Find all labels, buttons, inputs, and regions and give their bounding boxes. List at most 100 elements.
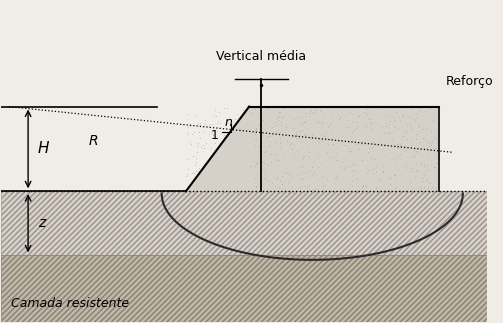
- Point: [273, 177, 281, 182]
- Point: [410, 148, 418, 153]
- Point: [340, 165, 348, 170]
- Point: [311, 105, 319, 110]
- Point: [252, 128, 260, 133]
- Point: [418, 176, 427, 181]
- Point: [294, 115, 302, 120]
- Point: [393, 154, 401, 159]
- Point: [195, 130, 203, 135]
- Point: [413, 168, 422, 173]
- Point: [424, 168, 432, 173]
- Point: [361, 182, 369, 187]
- Point: [413, 116, 421, 121]
- Point: [189, 154, 197, 159]
- Point: [412, 149, 420, 154]
- Point: [251, 176, 259, 181]
- Point: [332, 157, 340, 162]
- Point: [394, 141, 402, 147]
- Point: [383, 130, 391, 135]
- Point: [207, 145, 215, 150]
- Point: [411, 153, 419, 158]
- Point: [363, 107, 371, 112]
- Point: [255, 121, 263, 126]
- Point: [433, 145, 441, 151]
- Point: [286, 141, 294, 146]
- Point: [418, 175, 426, 180]
- Point: [386, 119, 394, 124]
- Point: [432, 137, 440, 142]
- Point: [186, 139, 194, 144]
- Point: [220, 135, 228, 140]
- Point: [275, 110, 283, 115]
- Point: [326, 156, 334, 161]
- Point: [372, 169, 380, 174]
- Point: [358, 185, 366, 190]
- Point: [427, 104, 435, 109]
- Point: [336, 164, 344, 170]
- Point: [207, 155, 215, 160]
- Point: [269, 180, 277, 185]
- Point: [343, 124, 351, 130]
- Point: [209, 133, 217, 138]
- Point: [202, 140, 210, 145]
- Point: [196, 135, 204, 141]
- Point: [303, 184, 311, 190]
- Point: [352, 126, 360, 131]
- Point: [305, 113, 313, 119]
- Point: [324, 142, 332, 147]
- Point: [403, 104, 411, 109]
- Point: [314, 176, 322, 182]
- Point: [348, 179, 356, 184]
- Point: [398, 146, 406, 151]
- Point: [264, 134, 272, 139]
- Point: [391, 172, 399, 177]
- Point: [323, 150, 331, 155]
- Point: [329, 134, 338, 140]
- Point: [262, 135, 270, 140]
- Point: [290, 142, 298, 147]
- Point: [417, 161, 425, 166]
- Point: [308, 164, 316, 169]
- Point: [372, 184, 380, 190]
- Point: [313, 136, 321, 141]
- Point: [306, 134, 314, 139]
- Point: [293, 148, 301, 153]
- Point: [189, 153, 197, 159]
- Point: [272, 115, 280, 120]
- Point: [286, 172, 294, 177]
- Point: [385, 131, 393, 136]
- Point: [400, 130, 408, 135]
- Point: [196, 120, 204, 126]
- Point: [419, 135, 427, 141]
- Point: [230, 117, 238, 122]
- Point: [296, 120, 304, 125]
- Point: [354, 123, 362, 129]
- Point: [308, 187, 316, 193]
- Point: [341, 155, 349, 161]
- Point: [403, 122, 411, 127]
- Point: [346, 109, 354, 115]
- Point: [398, 112, 406, 118]
- Point: [427, 128, 435, 133]
- Point: [260, 175, 268, 180]
- Point: [296, 129, 304, 134]
- Point: [271, 175, 279, 180]
- Point: [320, 133, 328, 138]
- Point: [376, 177, 384, 182]
- Point: [431, 134, 439, 139]
- Point: [328, 170, 337, 175]
- Point: [184, 111, 192, 117]
- Point: [364, 167, 372, 172]
- Point: [402, 166, 410, 172]
- Point: [407, 106, 415, 111]
- Point: [301, 170, 309, 175]
- Point: [192, 168, 200, 173]
- Point: [423, 126, 431, 131]
- Point: [386, 113, 394, 118]
- Point: [291, 152, 299, 157]
- Point: [319, 114, 327, 119]
- Point: [352, 177, 360, 182]
- Point: [300, 131, 308, 137]
- Point: [258, 123, 266, 128]
- Point: [298, 176, 306, 182]
- Point: [201, 121, 209, 127]
